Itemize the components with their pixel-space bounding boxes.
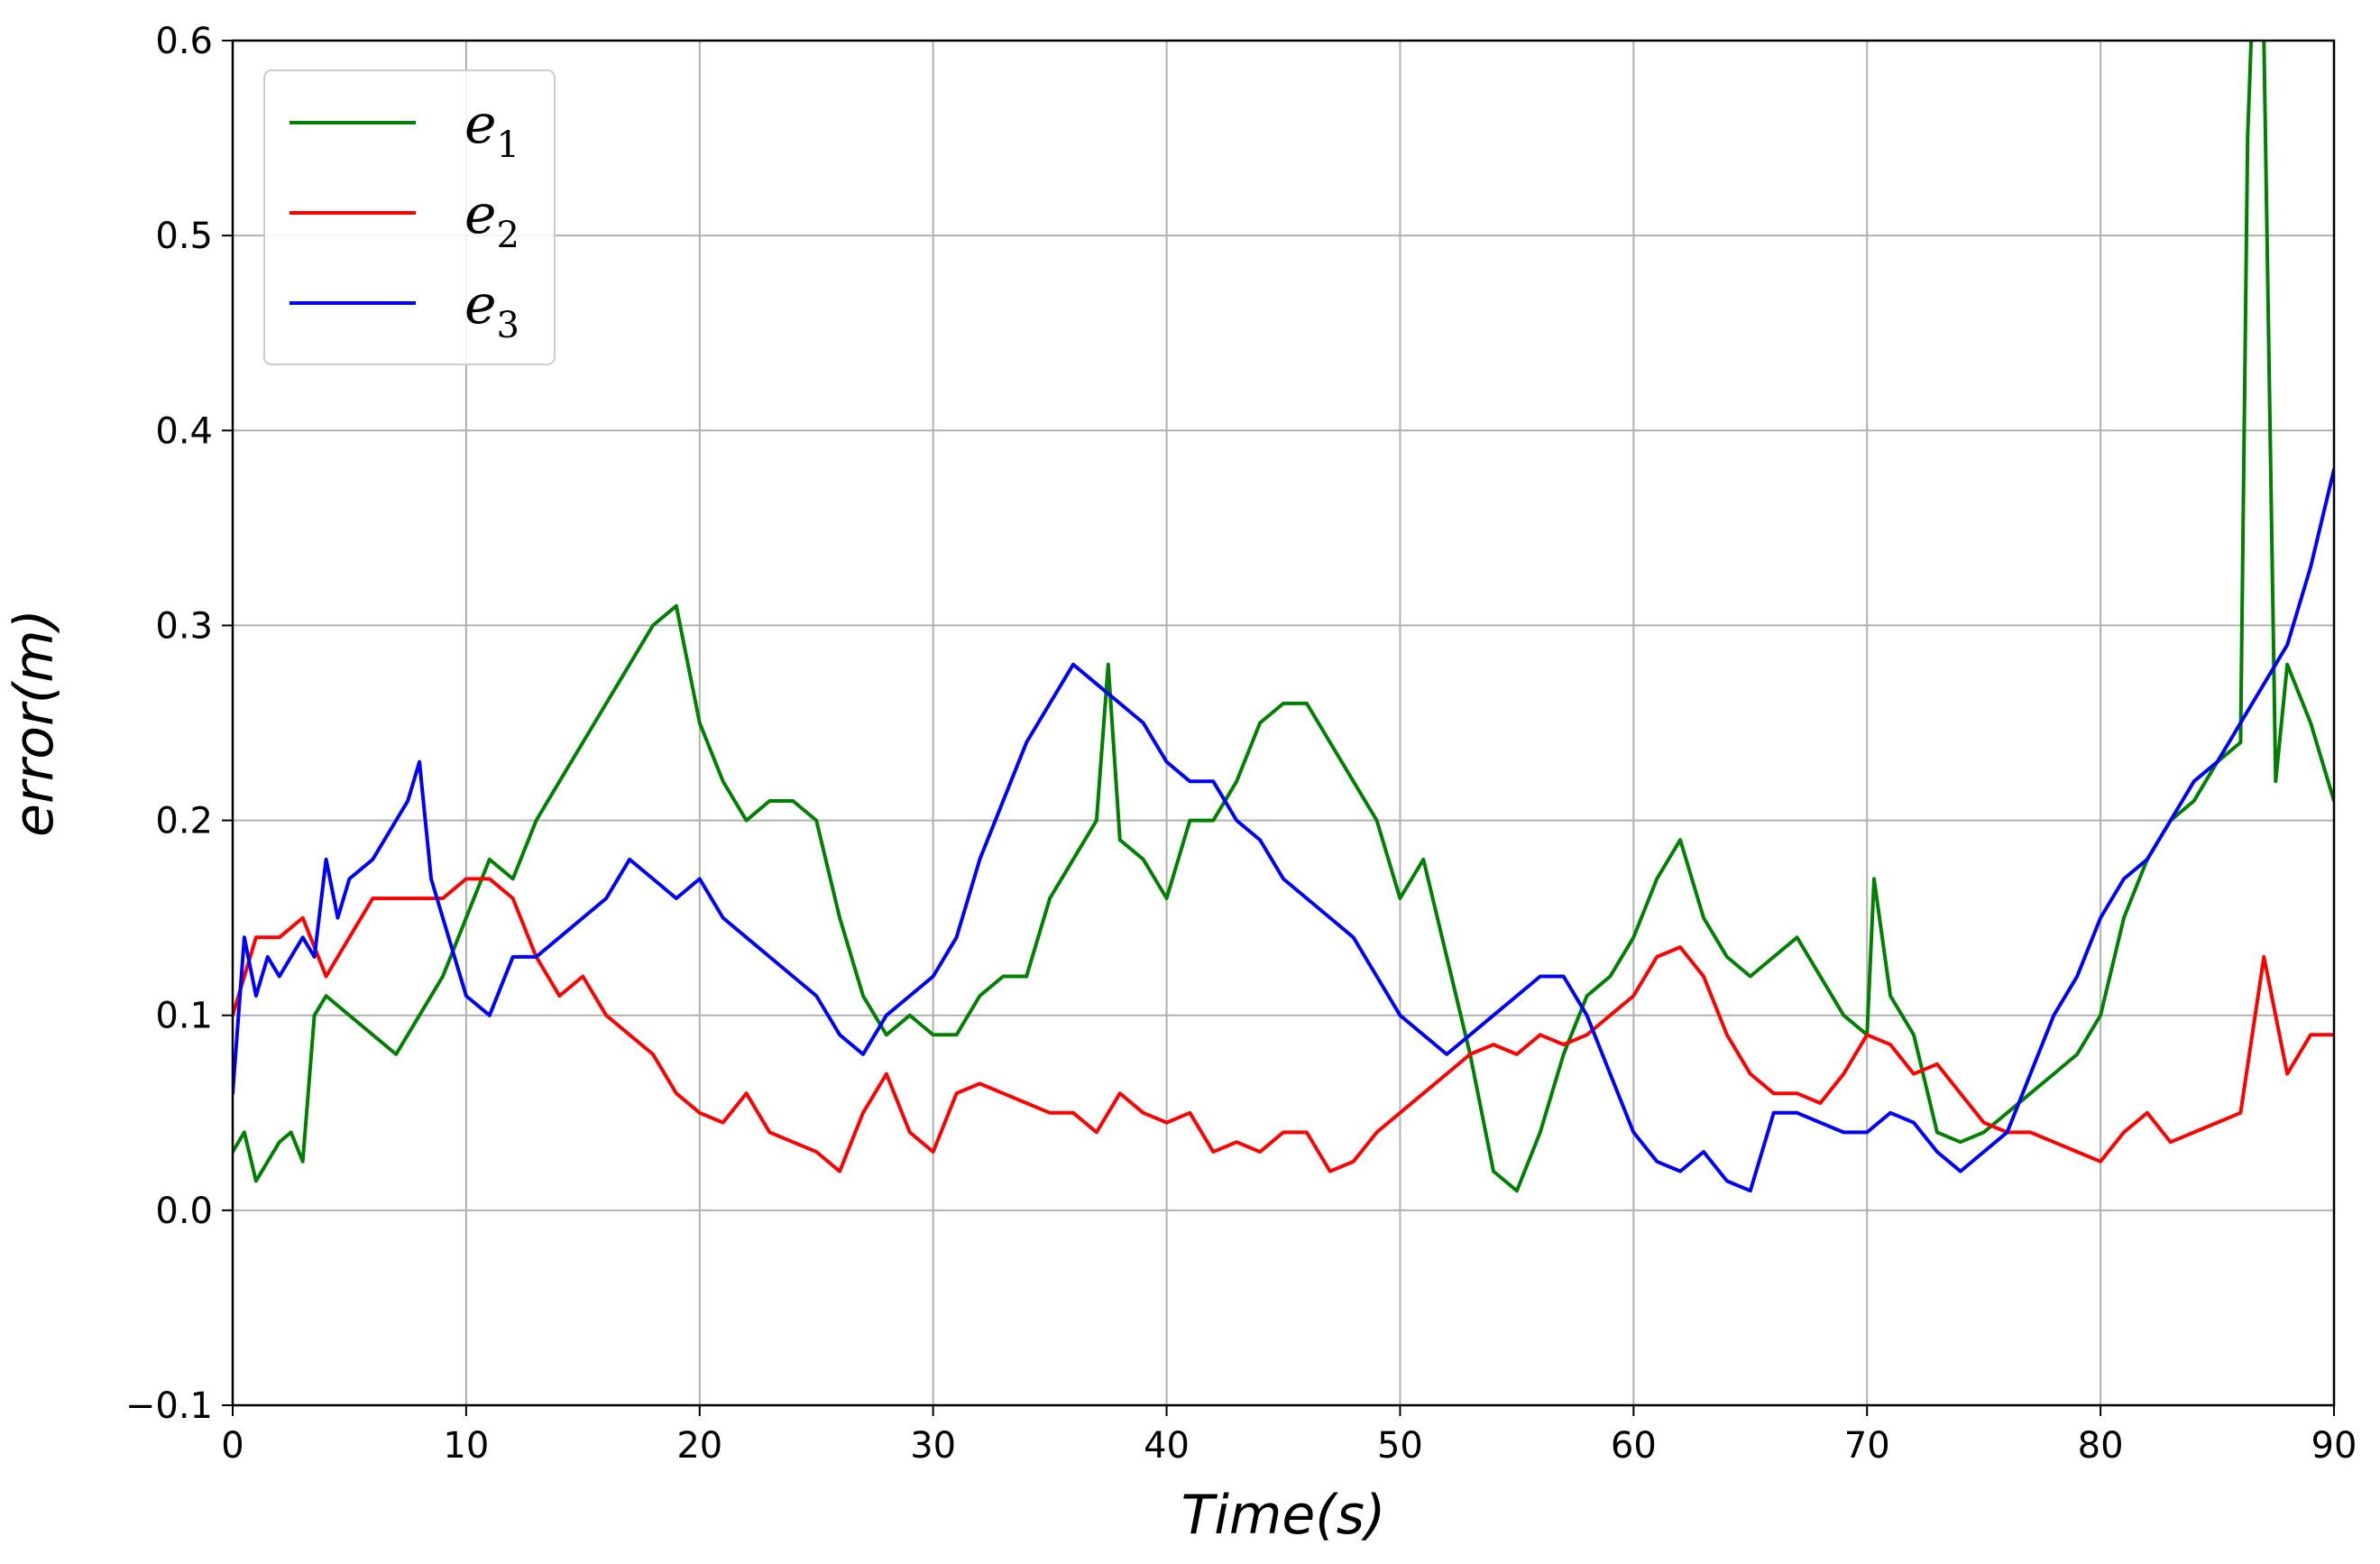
x-tick-label: 30 — [910, 1425, 956, 1467]
legend-label-base: e — [464, 183, 497, 246]
x-tick-label: 80 — [2078, 1425, 2124, 1467]
y-tick-label: 0.5 — [155, 216, 213, 257]
series-lines — [233, 41, 2334, 1193]
legend-box — [263, 69, 556, 365]
x-tick-label: 20 — [676, 1425, 722, 1467]
x-axis-title: Time(s) — [1181, 1484, 1386, 1547]
legend-label-subscript: 2 — [497, 215, 519, 256]
x-tick-label: 60 — [1611, 1425, 1657, 1467]
series-line-e2 — [233, 877, 2334, 1173]
y-tick-label: 0.6 — [155, 21, 213, 62]
series-line-e3 — [233, 467, 2334, 1193]
plot-frame — [231, 39, 2336, 1407]
legend-label-subscript: 1 — [497, 124, 519, 166]
axis-ticks: 0 10 20 30 40 50 60 70 80 90 −0.1 0.0 0.1 0.2 0.3 0.4 0.… — [125, 21, 2357, 1467]
x-tick-label: 0 — [221, 1425, 244, 1467]
y-axis-title: error(m) — [3, 609, 66, 837]
x-tick-label: 70 — [1844, 1425, 1890, 1467]
legend-label-base: e — [464, 273, 497, 336]
legend-label-e1: e1 — [464, 93, 519, 166]
x-tick-label: 50 — [1377, 1425, 1423, 1467]
y-tick-label: 0.4 — [155, 410, 213, 452]
y-tick-label: −0.1 — [125, 1385, 213, 1427]
legend-label-subscript: 3 — [497, 305, 519, 346]
y-tick-label: 0.0 — [155, 1191, 213, 1232]
legend-label-e2: e2 — [464, 183, 519, 256]
x-tick-label: 90 — [2311, 1425, 2357, 1467]
x-tick-label: 40 — [1144, 1425, 1190, 1467]
y-tick-label: 0.3 — [155, 605, 213, 647]
legend-label-base: e — [464, 93, 497, 156]
y-tick-label: 0.1 — [155, 996, 213, 1037]
x-tick-label: 10 — [443, 1425, 489, 1467]
legend-label-e3: e3 — [464, 273, 519, 346]
y-tick-label: 0.2 — [155, 801, 213, 842]
